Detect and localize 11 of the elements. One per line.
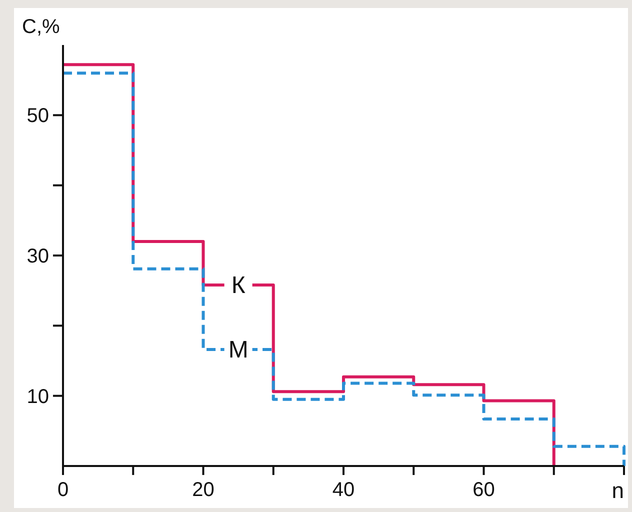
y-tick-label: 30 [26, 246, 49, 268]
x-tick-label: 60 [472, 479, 495, 501]
x-axis-title: n [612, 478, 624, 503]
series-label: М [228, 336, 248, 364]
y-tick-label: 10 [26, 386, 49, 408]
x-tick-label: 40 [332, 479, 355, 501]
x-tick-label: 20 [192, 479, 214, 501]
y-axis-title: С,% [22, 16, 60, 38]
y-tick-label: 50 [26, 105, 49, 128]
x-tick-label: 0 [57, 479, 69, 501]
series-label: К [231, 272, 246, 299]
